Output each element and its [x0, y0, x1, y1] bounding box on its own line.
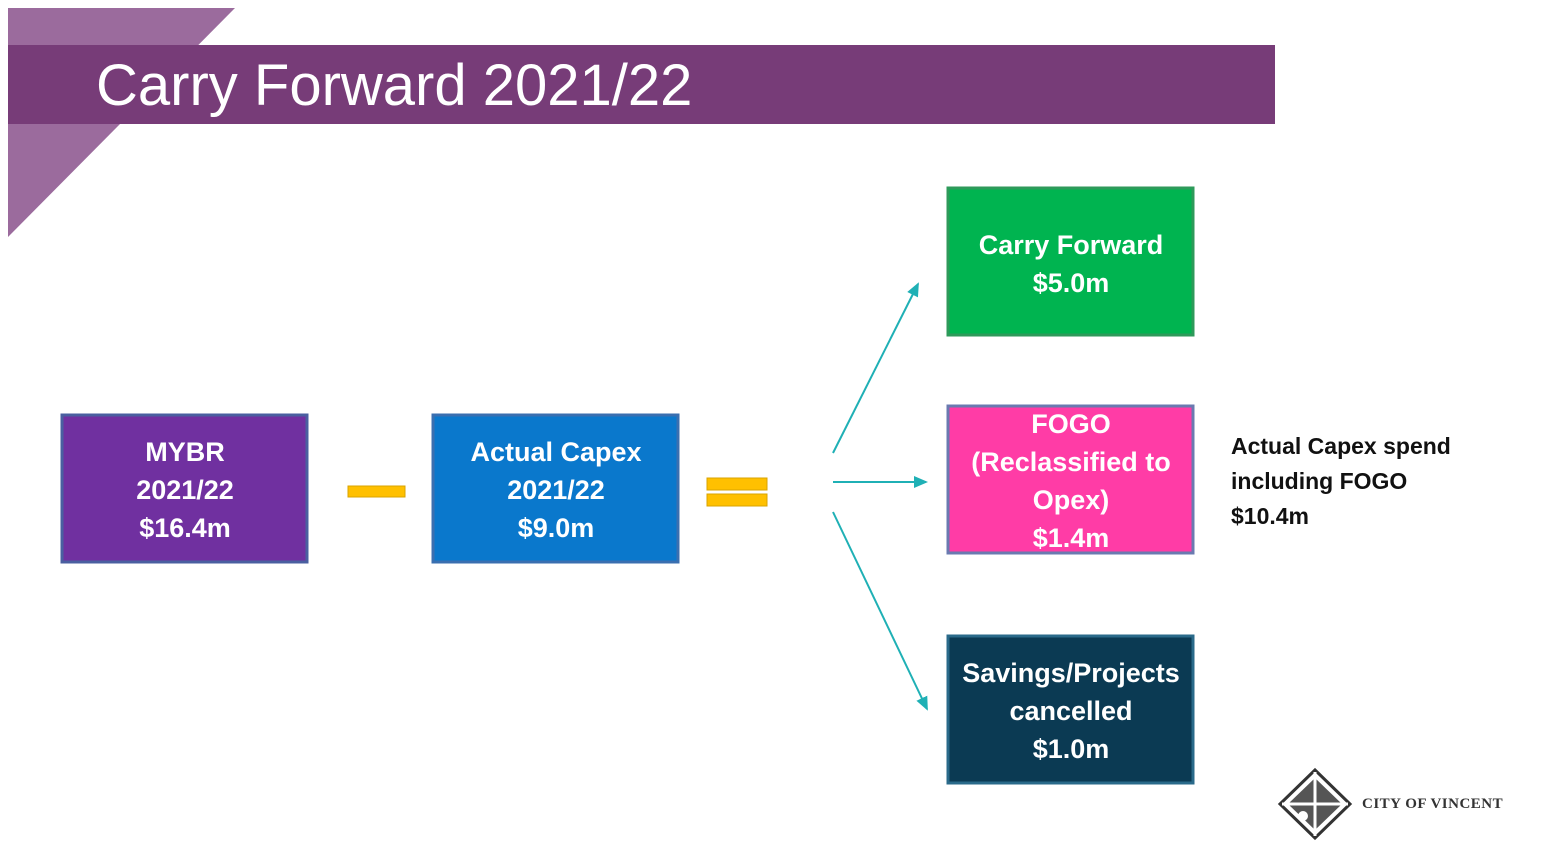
box-savings [946, 634, 1195, 785]
note-line: $10.4m [1231, 503, 1309, 529]
box-text: $1.4m [1033, 523, 1110, 553]
box-text: (Reclassified to [971, 447, 1171, 477]
equals-sign-top [706, 477, 768, 491]
box-text: 2021/22 [136, 475, 234, 505]
note-line: Actual Capex spend [1231, 433, 1451, 459]
equals-sign-bottom [706, 493, 768, 507]
logo-text: CITY OF VINCENT [1362, 796, 1503, 812]
box-text: Actual Capex [470, 437, 641, 467]
box-text: Opex) [1033, 485, 1110, 515]
arrow-down [832, 511, 928, 711]
note-line: including FOGO [1231, 468, 1407, 494]
box-text: Savings/Projects [962, 658, 1180, 688]
box-text: FOGO [1031, 409, 1111, 439]
minus-sign [347, 485, 406, 498]
arrow-up [832, 282, 919, 454]
box-fogo [946, 404, 1195, 555]
box-text: $5.0m [1033, 268, 1110, 298]
box-text: $1.0m [1033, 734, 1110, 764]
box-text: Carry Forward [979, 230, 1164, 260]
box-texts: MYBR 2021/22 $16.4m Actual Capex 2021/22… [136, 230, 1180, 764]
logo-icon [1277, 767, 1353, 841]
title-band [8, 45, 1275, 124]
title: Carry Forward 2021/22 [96, 53, 692, 118]
box-actual-capex [431, 413, 680, 564]
box-text: $9.0m [518, 513, 595, 543]
box-mybr [60, 413, 309, 564]
box-text: MYBR [145, 437, 225, 467]
box-text: $16.4m [139, 513, 231, 543]
box-text: cancelled [1009, 696, 1132, 726]
box-carry-forward [946, 186, 1195, 337]
box-text: 2021/22 [507, 475, 605, 505]
